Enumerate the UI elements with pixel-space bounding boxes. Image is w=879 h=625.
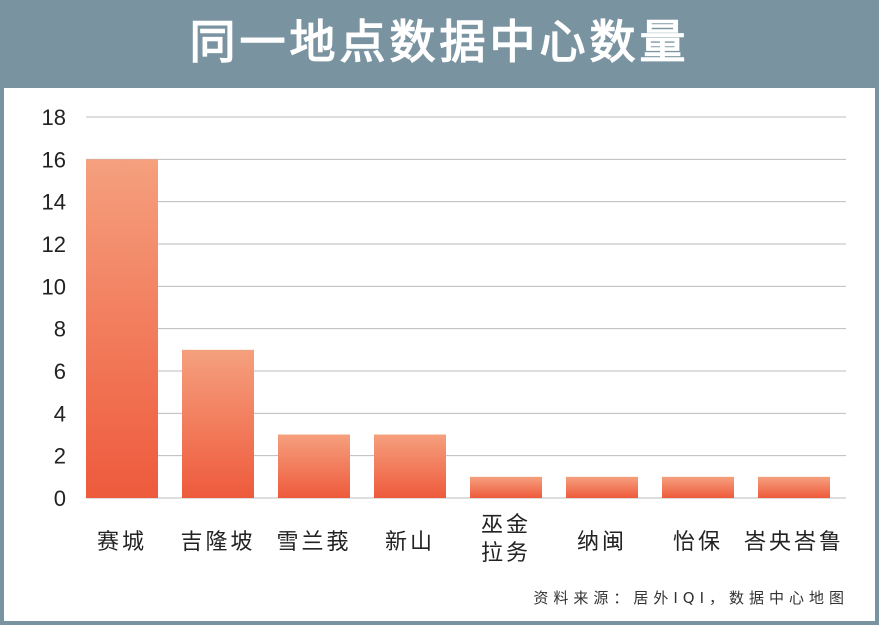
x-category-label: 怡保 [673, 530, 723, 555]
y-tick-label: 0 [54, 486, 66, 511]
bar [470, 476, 542, 498]
chart-title: 同一地点数据中心数量 [189, 15, 690, 69]
y-tick-label: 12 [42, 232, 66, 257]
x-category-label: 拉务 [481, 541, 531, 566]
bar [182, 349, 254, 498]
y-tick-label: 4 [54, 401, 66, 426]
bar [662, 476, 734, 498]
x-category-label: 峇央峇鲁 [744, 530, 844, 555]
x-category-label: 纳闽 [577, 530, 627, 555]
y-tick-label: 2 [54, 444, 66, 469]
x-category-label: 雪兰莪 [276, 530, 351, 555]
bar [758, 476, 830, 498]
x-category-label: 赛城 [97, 530, 147, 555]
x-category-label: 新山 [385, 530, 435, 555]
bar [86, 159, 158, 498]
title-banner: 同一地点数据中心数量 [0, 0, 879, 88]
y-tick-label: 16 [42, 147, 66, 172]
source-note: 资料来源：居外IQI，数据中心地图 [533, 589, 849, 607]
y-tick-label: 14 [42, 190, 66, 215]
x-category-label: 巫金 [481, 513, 531, 538]
bar [566, 476, 638, 498]
y-tick-label: 18 [42, 105, 66, 130]
y-tick-label: 10 [42, 274, 66, 299]
bar [278, 434, 350, 498]
x-category-label: 吉隆坡 [180, 530, 255, 555]
bar [374, 434, 446, 498]
y-tick-label: 8 [54, 317, 66, 342]
y-tick-label: 6 [54, 359, 66, 384]
